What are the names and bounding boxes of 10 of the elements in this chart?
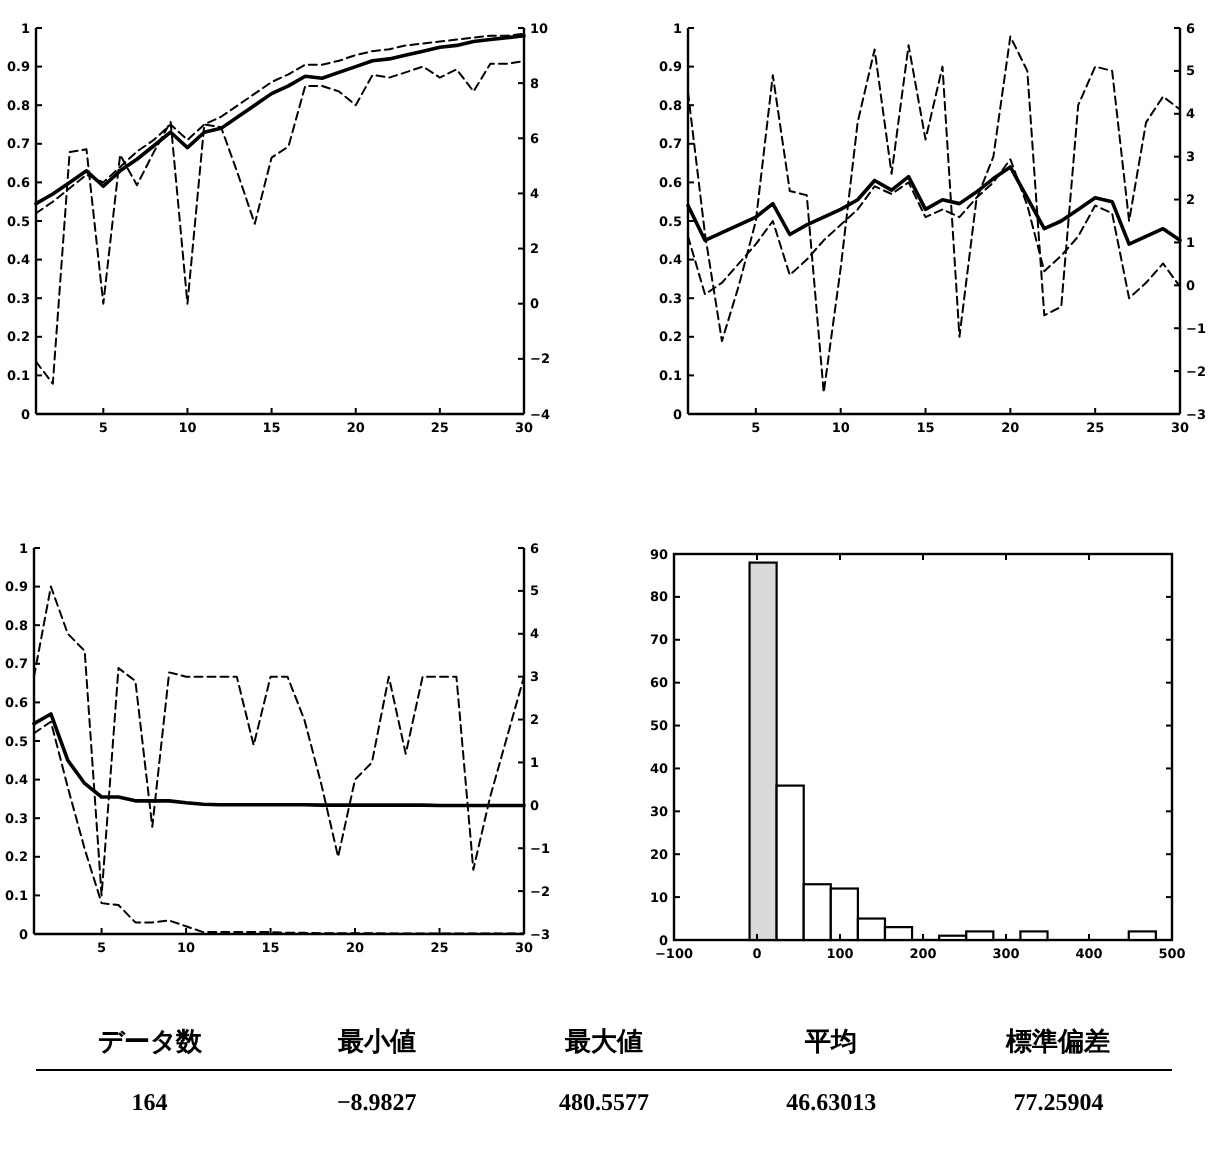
category-label: 平均: [803, 1028, 858, 1058]
category-label: 最小値: [335, 1028, 416, 1058]
data-label: 164: [131, 1088, 168, 1116]
category-label: 標準偏差: [1004, 1028, 1111, 1058]
data-label: 77.25904: [1013, 1088, 1104, 1116]
category-label: データ数: [97, 1028, 204, 1058]
data-label: 480.5577: [559, 1088, 649, 1116]
category-label: 最大値: [563, 1028, 643, 1058]
data-label: 46.63013: [786, 1088, 877, 1116]
data-label: −8.9827: [336, 1088, 417, 1116]
